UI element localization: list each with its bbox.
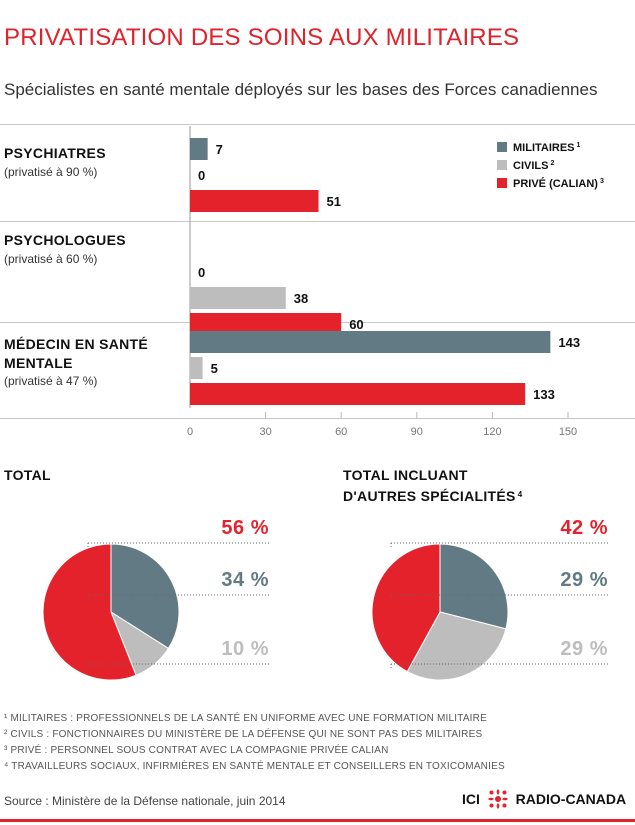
pie1-label-prive: 56 % [221, 517, 269, 539]
radio-canada-logo: ICI RADIO-CANADA [462, 788, 626, 810]
bar-value-label: 7 [216, 142, 223, 157]
bar-2-0 [190, 331, 551, 353]
footnote-3: ³ PRIVÉ : PERSONNEL SOUS CONTRAT AVEC LA… [4, 745, 389, 756]
separator [0, 124, 635, 125]
pie-title-total: TOTAL [4, 467, 51, 483]
bottom-rule [0, 819, 635, 822]
category-note-psychologues: (privatisé à 60 %) [4, 252, 98, 266]
x-tick-label: 30 [259, 426, 271, 438]
legend-swatch [497, 160, 507, 170]
legend-item-prive: PRIVÉ (CALIAN) 3 [497, 178, 604, 190]
footnote-4: ⁴ TRAVAILLEURS SOCIAUX, INFIRMIÈRES EN S… [4, 761, 505, 772]
legend-swatch [497, 142, 507, 152]
pie2-label-militaires: 29 % [560, 569, 608, 591]
pie-slice-1-1 [406, 611, 507, 681]
bar-value-label: 60 [349, 317, 363, 332]
bar-value-label: 133 [533, 387, 555, 402]
pie2-label-prive: 42 % [560, 517, 608, 539]
source-note: Source : Ministère de la Défense nationa… [4, 794, 286, 808]
legend-item-civils: CIVILS 2 [497, 160, 554, 172]
bar-value-label: 51 [327, 194, 341, 209]
chart-subtitle: Spécialistes en santé mentale déployés s… [4, 80, 598, 99]
bar-2-1 [190, 357, 203, 379]
gem-icon [487, 789, 508, 809]
bar-1-2 [190, 313, 342, 335]
bar-value-label: 0 [198, 168, 205, 183]
bar-value-label: 38 [294, 291, 308, 306]
bar-value-label: 0 [198, 265, 205, 280]
x-tick-label: 120 [483, 426, 501, 438]
category-label-psychologues: PSYCHOLOGUES [4, 232, 126, 248]
category-note-medecin: (privatisé à 47 %) [4, 374, 98, 388]
bar-2-2 [190, 383, 526, 405]
separator [0, 221, 635, 222]
pie1-label-militaires: 34 % [221, 569, 269, 591]
legend-swatch [497, 178, 507, 188]
bar-1-1 [190, 287, 286, 309]
category-note-psychiatres: (privatisé à 90 %) [4, 165, 98, 179]
separator [0, 418, 635, 419]
category-label-medecin: MÉDECIN EN SANTÉ MENTALE [4, 336, 149, 371]
bar-0-2 [190, 190, 319, 212]
footnote-1: ¹ MILITAIRES : PROFESSIONNELS DE LA SANT… [4, 713, 487, 724]
legend-item-militaires: MILITAIRES 1 [497, 142, 580, 154]
pie-slice-1-0 [439, 543, 509, 630]
x-tick-label: 60 [335, 426, 347, 438]
pie1-label-civils: 10 % [221, 638, 269, 660]
x-tick-label: 150 [559, 426, 577, 438]
pie-slice-0-2 [42, 543, 137, 681]
x-tick-label: 0 [187, 426, 193, 438]
category-label-psychiatres: PSYCHIATRES [4, 145, 106, 161]
pie-title-total-incluant: TOTAL INCLUANT D'AUTRES SPÉCIALITÉS 4 [343, 467, 523, 504]
bar-0-0 [190, 138, 208, 160]
bar-value-label: 143 [558, 335, 580, 350]
bar-value-label: 5 [211, 361, 218, 376]
x-tick-label: 90 [411, 426, 423, 438]
footnote-2: ² CIVILS : FONCTIONNAIRES DU MINISTÈRE D… [4, 729, 483, 740]
pie-slice-1-2 [371, 543, 441, 673]
page-title: PRIVATISATION DES SOINS AUX MILITAIRES [4, 24, 520, 51]
pie2-label-civils: 29 % [560, 638, 608, 660]
